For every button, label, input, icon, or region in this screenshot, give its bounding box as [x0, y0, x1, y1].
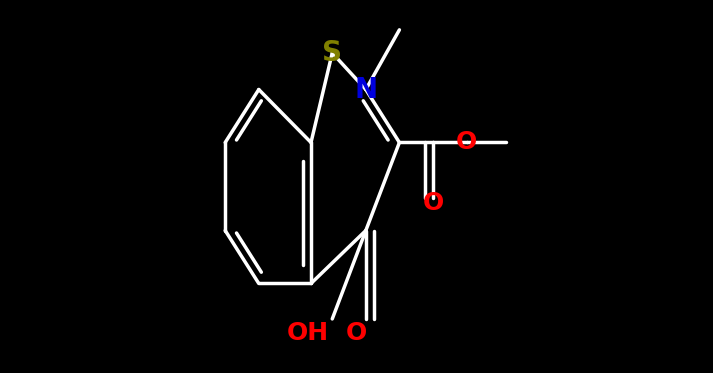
Text: O: O [346, 321, 367, 345]
Text: N: N [354, 75, 377, 104]
Text: OH: OH [287, 321, 329, 345]
Text: S: S [322, 39, 342, 67]
Text: O: O [422, 191, 443, 215]
Text: O: O [456, 131, 477, 154]
